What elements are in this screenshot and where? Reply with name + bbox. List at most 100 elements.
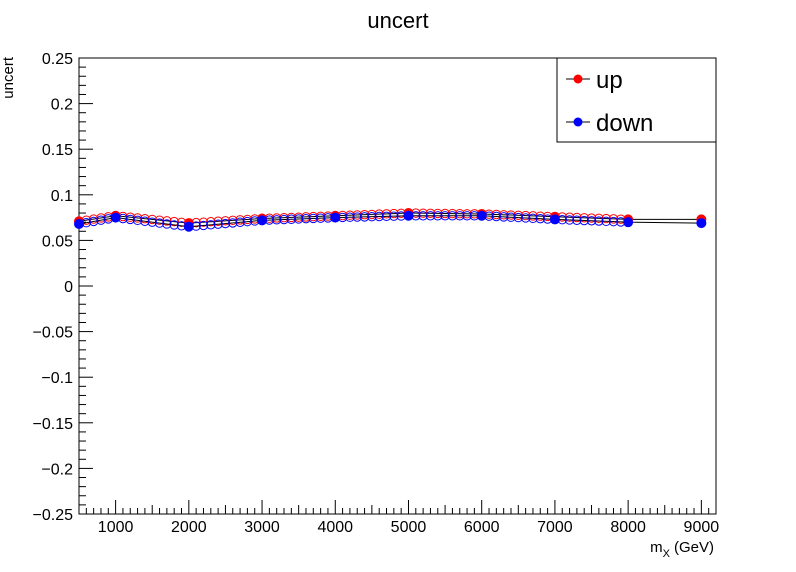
- interp-marker-down: [425, 211, 436, 221]
- interp-marker-down: [513, 212, 524, 223]
- interp-marker-down: [535, 213, 545, 224]
- interp-marker-down: [601, 216, 611, 227]
- x-tick-label: 2000: [171, 519, 207, 536]
- legend-label-up: up: [596, 67, 623, 94]
- interp-marker-down: [235, 217, 245, 227]
- x-axis-label-main: m: [650, 539, 663, 556]
- interp-marker-down: [374, 211, 384, 222]
- x-axis-label-sub: X: [663, 548, 671, 560]
- interp-marker-down: [140, 216, 150, 226]
- interp-marker-down: [608, 216, 619, 227]
- y-tick-label: 0.05: [42, 233, 73, 250]
- y-tick-label: −0.25: [33, 507, 74, 524]
- interp-marker-down: [220, 218, 231, 229]
- interp-marker-down: [381, 211, 392, 222]
- interp-marker-down: [147, 217, 157, 227]
- interp-marker-up: [447, 208, 458, 219]
- interp-marker-down: [125, 214, 135, 225]
- y-axis-label: uncert: [0, 56, 17, 99]
- series-layer: [74, 208, 707, 232]
- interp-marker-down: [498, 212, 509, 222]
- data-point-down: [257, 215, 268, 226]
- interp-marker-down: [345, 212, 355, 222]
- interp-marker-down: [359, 212, 370, 222]
- interp-marker-down: [286, 214, 297, 224]
- data-point-down: [74, 218, 84, 229]
- y-tick-label: 0.2: [51, 97, 73, 114]
- interp-marker-down: [367, 211, 377, 222]
- interp-marker-down: [572, 215, 582, 225]
- interp-marker-down: [462, 211, 472, 221]
- data-point-down: [476, 210, 487, 221]
- data-point-down: [549, 214, 560, 225]
- interp-marker-down: [213, 219, 223, 229]
- legend-marker-up: [573, 74, 583, 84]
- data-point-down: [403, 210, 414, 221]
- interp-marker-down: [271, 215, 282, 225]
- x-tick-label: 3000: [244, 519, 280, 536]
- interp-marker-down: [440, 211, 450, 221]
- interp-marker-up: [154, 215, 165, 225]
- interp-marker-down: [389, 211, 399, 221]
- interp-marker-down: [279, 214, 289, 225]
- x-tick-label: 9000: [684, 519, 720, 536]
- interp-marker-down: [96, 215, 106, 225]
- interp-marker-down: [418, 211, 428, 221]
- interp-marker-down: [154, 218, 165, 228]
- legend-box: [556, 57, 717, 143]
- interp-marker-down: [506, 212, 516, 222]
- interp-marker-down: [169, 220, 179, 230]
- interp-marker-down: [301, 213, 311, 224]
- x-tick-label: 4000: [317, 519, 353, 536]
- data-point-down: [183, 221, 194, 232]
- interp-marker-up: [213, 216, 223, 226]
- series-down: [74, 210, 707, 232]
- interp-marker-down: [242, 216, 253, 227]
- interp-marker-down: [520, 213, 531, 223]
- data-point-down: [623, 217, 634, 228]
- series-line-up: [78, 212, 702, 224]
- interp-marker-up: [88, 214, 99, 224]
- interp-marker-down: [586, 216, 597, 226]
- interp-marker-down: [455, 211, 465, 221]
- interp-marker-down: [352, 212, 362, 222]
- y-tick-label: 0: [64, 279, 73, 296]
- series-line-down: [78, 215, 702, 228]
- interp-marker-up: [162, 216, 172, 226]
- x-tick-label: 5000: [391, 519, 427, 536]
- y-tick-label: −0.2: [41, 461, 73, 478]
- legend: up down: [556, 57, 717, 143]
- interp-marker-down: [447, 211, 458, 221]
- interp-marker-up: [440, 208, 450, 219]
- y-tick-label: 0.1: [51, 188, 73, 205]
- legend-label-down: down: [596, 110, 653, 137]
- x-tick-label: 1000: [98, 519, 134, 536]
- legend-marker-down: [573, 117, 583, 127]
- data-point-down: [696, 218, 707, 229]
- interp-marker-down: [433, 211, 443, 221]
- interp-marker-down: [88, 216, 99, 227]
- x-axis-label-unit: (GeV): [674, 539, 714, 556]
- interp-marker-down: [308, 213, 318, 224]
- interp-marker-up: [147, 214, 157, 225]
- interp-marker-down: [594, 216, 604, 226]
- y-tick-label: −0.05: [33, 325, 74, 342]
- x-axis: 1000 2000 3000 4000 5000 6000 7000 8000 9000: [78, 500, 720, 536]
- x-tick-label: 8000: [610, 519, 646, 536]
- interp-marker-down: [528, 213, 538, 224]
- interp-marker-down: [564, 215, 575, 225]
- y-tick-label: −0.1: [41, 370, 73, 387]
- y-axis: 0.25 0.2 0.15 0.1 0.05 0 −0.05 −0.1 −0.15 −0.2 −0.…: [33, 51, 93, 524]
- interp-marker-down: [293, 214, 304, 224]
- x-axis-label: mX (GeV): [650, 539, 714, 560]
- interp-marker-down: [315, 213, 326, 223]
- interp-marker-down: [228, 218, 238, 228]
- y-tick-label: 0.25: [42, 51, 73, 68]
- interp-marker-down: [491, 211, 502, 222]
- y-tick-label: 0.15: [42, 142, 73, 159]
- y-tick-label: −0.15: [33, 416, 74, 433]
- interp-marker-down: [206, 220, 216, 230]
- data-point-down: [110, 212, 121, 223]
- interp-marker-down: [579, 215, 589, 226]
